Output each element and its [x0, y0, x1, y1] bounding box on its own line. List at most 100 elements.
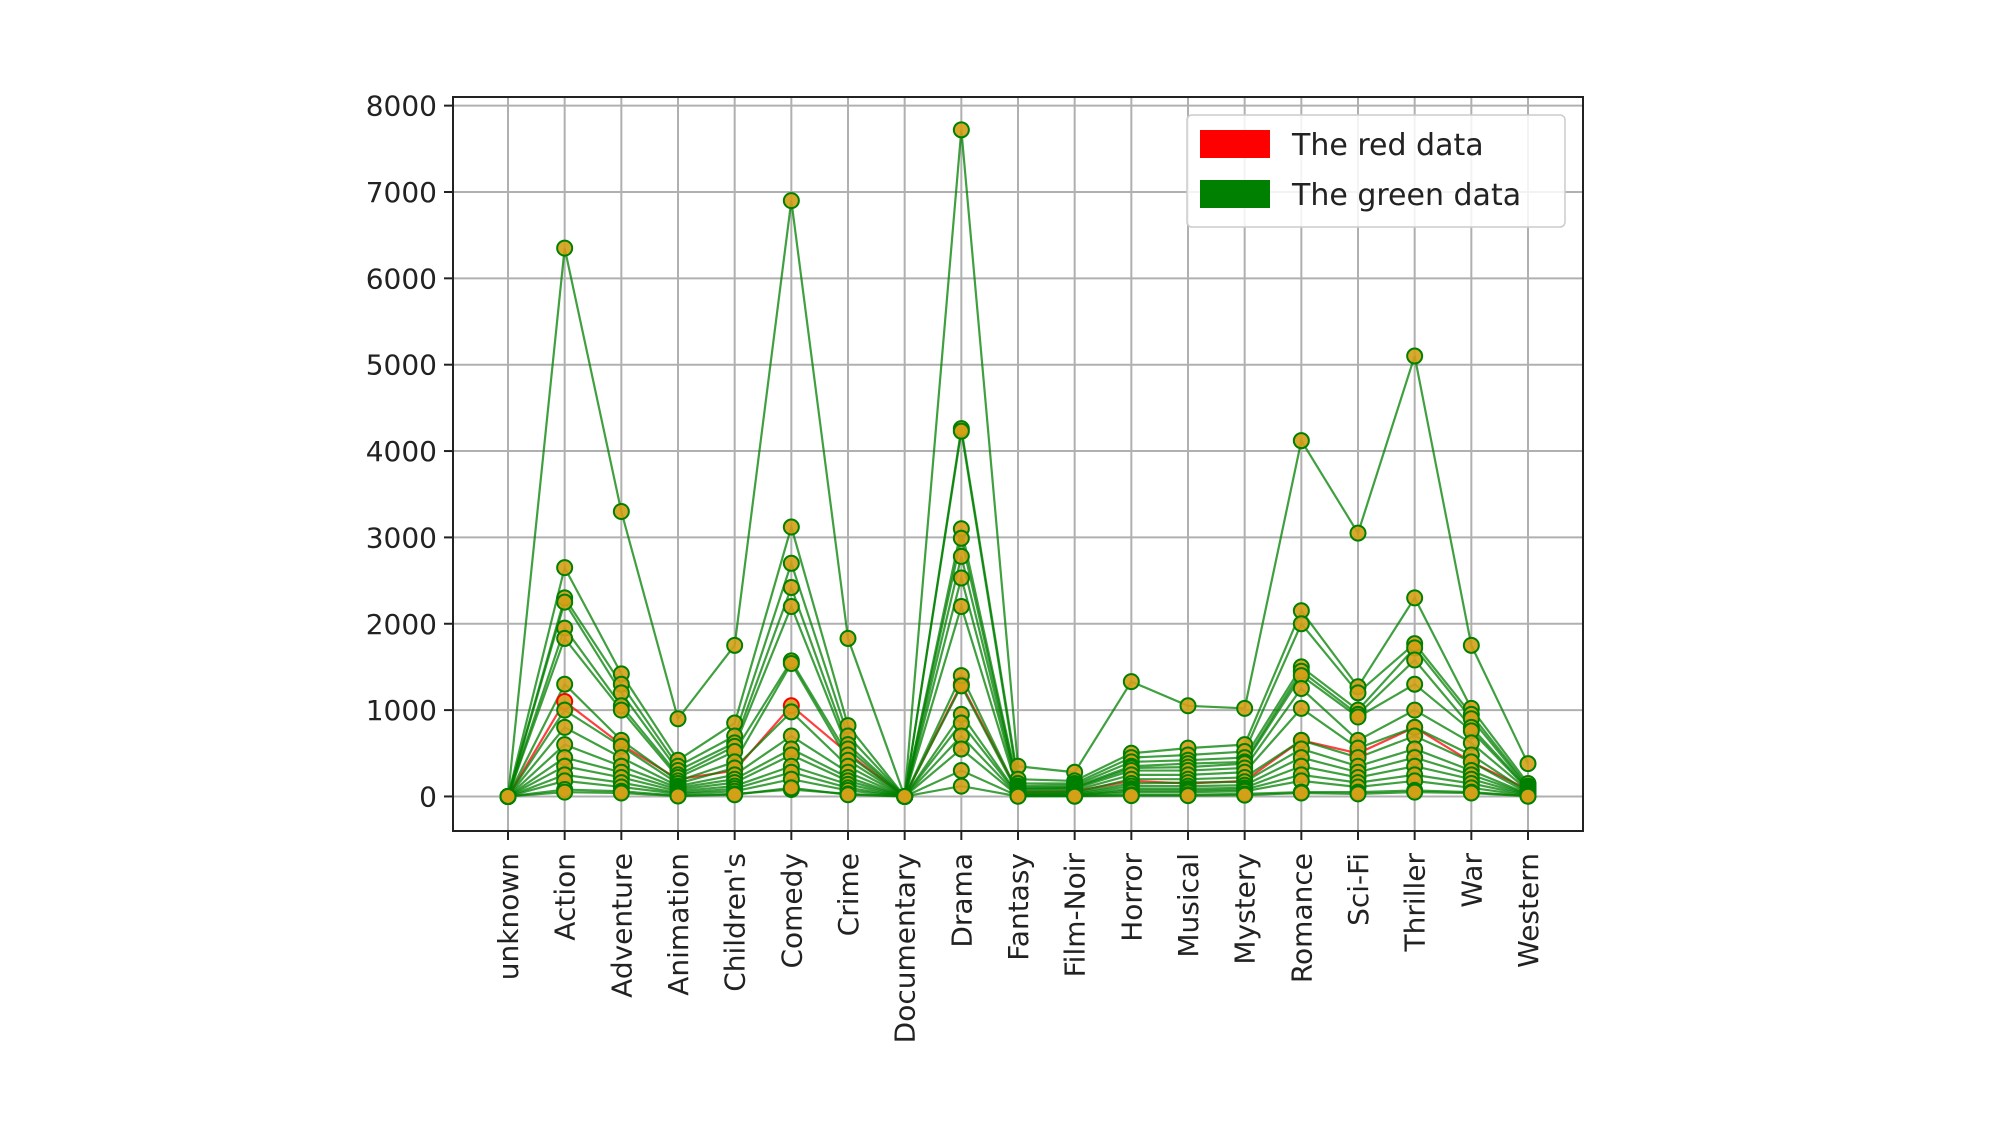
data-point-green	[1292, 432, 1310, 450]
data-point-green	[1122, 787, 1140, 805]
data-point-green	[1462, 636, 1480, 654]
data-point-green	[952, 422, 970, 440]
y-tick-label: 7000	[366, 176, 437, 209]
x-tick-label: Animation	[662, 853, 695, 996]
data-point-green	[1406, 701, 1424, 719]
data-point-green	[1009, 787, 1027, 805]
data-point-green	[952, 597, 970, 615]
legend-label-red: The red data	[1291, 128, 1484, 163]
x-tick-label: Fantasy	[1002, 853, 1035, 961]
data-point-green	[1519, 755, 1537, 773]
data-point-green	[1406, 675, 1424, 693]
data-point-green	[556, 675, 574, 693]
data-point-green	[669, 787, 687, 805]
data-point-green	[1122, 673, 1140, 691]
data-point-green	[1292, 699, 1310, 717]
data-point-green	[556, 701, 574, 719]
data-point-green	[952, 121, 970, 139]
data-point-green	[612, 784, 630, 802]
x-tick-label: Crime	[832, 853, 865, 936]
y-tick-label: 0	[419, 780, 437, 813]
y-tick-label: 2000	[366, 608, 437, 641]
data-point-green	[952, 777, 970, 795]
data-point-green	[612, 701, 630, 719]
data-point-green	[1349, 708, 1367, 726]
data-point-green	[1066, 787, 1084, 805]
legend-box	[1186, 114, 1566, 228]
x-tick-label: Thriller	[1399, 853, 1432, 953]
data-point-green	[1179, 787, 1197, 805]
x-tick-label: Film-Noir	[1059, 853, 1092, 978]
data-point-green	[1462, 784, 1480, 802]
y-tick-label: 1000	[366, 694, 437, 727]
series-markers	[499, 121, 1537, 805]
data-point-green	[1406, 651, 1424, 669]
data-point-green	[1292, 680, 1310, 698]
data-point-green	[612, 502, 630, 520]
data-point-green	[782, 192, 800, 210]
data-point-green	[1292, 615, 1310, 633]
y-tick-label: 4000	[366, 435, 437, 468]
data-point-green	[1519, 787, 1537, 805]
x-tick-label: Documentary	[889, 853, 922, 1043]
y-tick-label: 5000	[366, 349, 437, 382]
data-point-green	[782, 554, 800, 572]
x-tick-label: Adventure	[605, 853, 638, 998]
legend-swatch-green	[1200, 180, 1270, 208]
data-point-green	[952, 547, 970, 565]
x-tick-label: unknown	[492, 853, 525, 980]
legend: The red data The green data	[1186, 114, 1566, 228]
y-tick-label: 6000	[366, 262, 437, 295]
data-point-green	[896, 787, 914, 805]
data-point-green	[1349, 785, 1367, 803]
data-point-green	[726, 786, 744, 804]
data-point-green	[556, 718, 574, 736]
x-tick-label: Drama	[945, 853, 978, 948]
data-point-green	[782, 578, 800, 596]
data-point-green	[839, 786, 857, 804]
data-point-green	[669, 710, 687, 728]
data-point-green	[952, 677, 970, 695]
x-tick-label: Children's	[719, 853, 752, 992]
data-point-green	[782, 597, 800, 615]
x-tick-label: Sci-Fi	[1342, 853, 1375, 926]
data-point-green	[839, 629, 857, 647]
data-point-green	[952, 569, 970, 587]
data-point-green	[556, 559, 574, 577]
data-point-green	[1292, 784, 1310, 802]
data-point-green	[1236, 699, 1254, 717]
data-point-green	[782, 779, 800, 797]
data-point-green	[952, 529, 970, 547]
data-point-green	[726, 636, 744, 654]
data-point-green	[952, 740, 970, 758]
x-tick-label: Romance	[1285, 853, 1318, 983]
data-point-green	[556, 239, 574, 257]
x-tick-label: Mystery	[1229, 853, 1262, 965]
data-point-green	[782, 518, 800, 536]
data-point-green	[556, 783, 574, 801]
legend-swatch-red	[1200, 130, 1270, 158]
x-tick-label: Western	[1512, 853, 1545, 968]
legend-label-green: The green data	[1291, 178, 1521, 213]
x-tick-label: Action	[549, 853, 582, 941]
x-tick-label: Horror	[1115, 853, 1148, 942]
data-point-green	[1406, 589, 1424, 607]
y-axis-ticks: 0 1000 2000 3000 4000 5000 6000 7000 8000	[366, 90, 453, 813]
x-tick-label: Musical	[1172, 853, 1205, 958]
data-point-green	[499, 787, 517, 805]
data-point-green	[782, 654, 800, 672]
y-tick-label: 8000	[366, 90, 437, 123]
data-point-green	[1406, 347, 1424, 365]
x-tick-label: Comedy	[775, 853, 808, 969]
y-tick-label: 3000	[366, 521, 437, 554]
data-point-green	[1179, 697, 1197, 715]
data-point-green	[952, 762, 970, 780]
data-point-green	[556, 593, 574, 611]
data-point-green	[1236, 786, 1254, 804]
x-tick-label: War	[1455, 853, 1488, 908]
data-point-green	[556, 629, 574, 647]
x-axis-ticks: unknown Action Adventure Animation Children'…	[492, 831, 1545, 1043]
data-point-green	[782, 703, 800, 721]
data-point-green	[1349, 524, 1367, 542]
